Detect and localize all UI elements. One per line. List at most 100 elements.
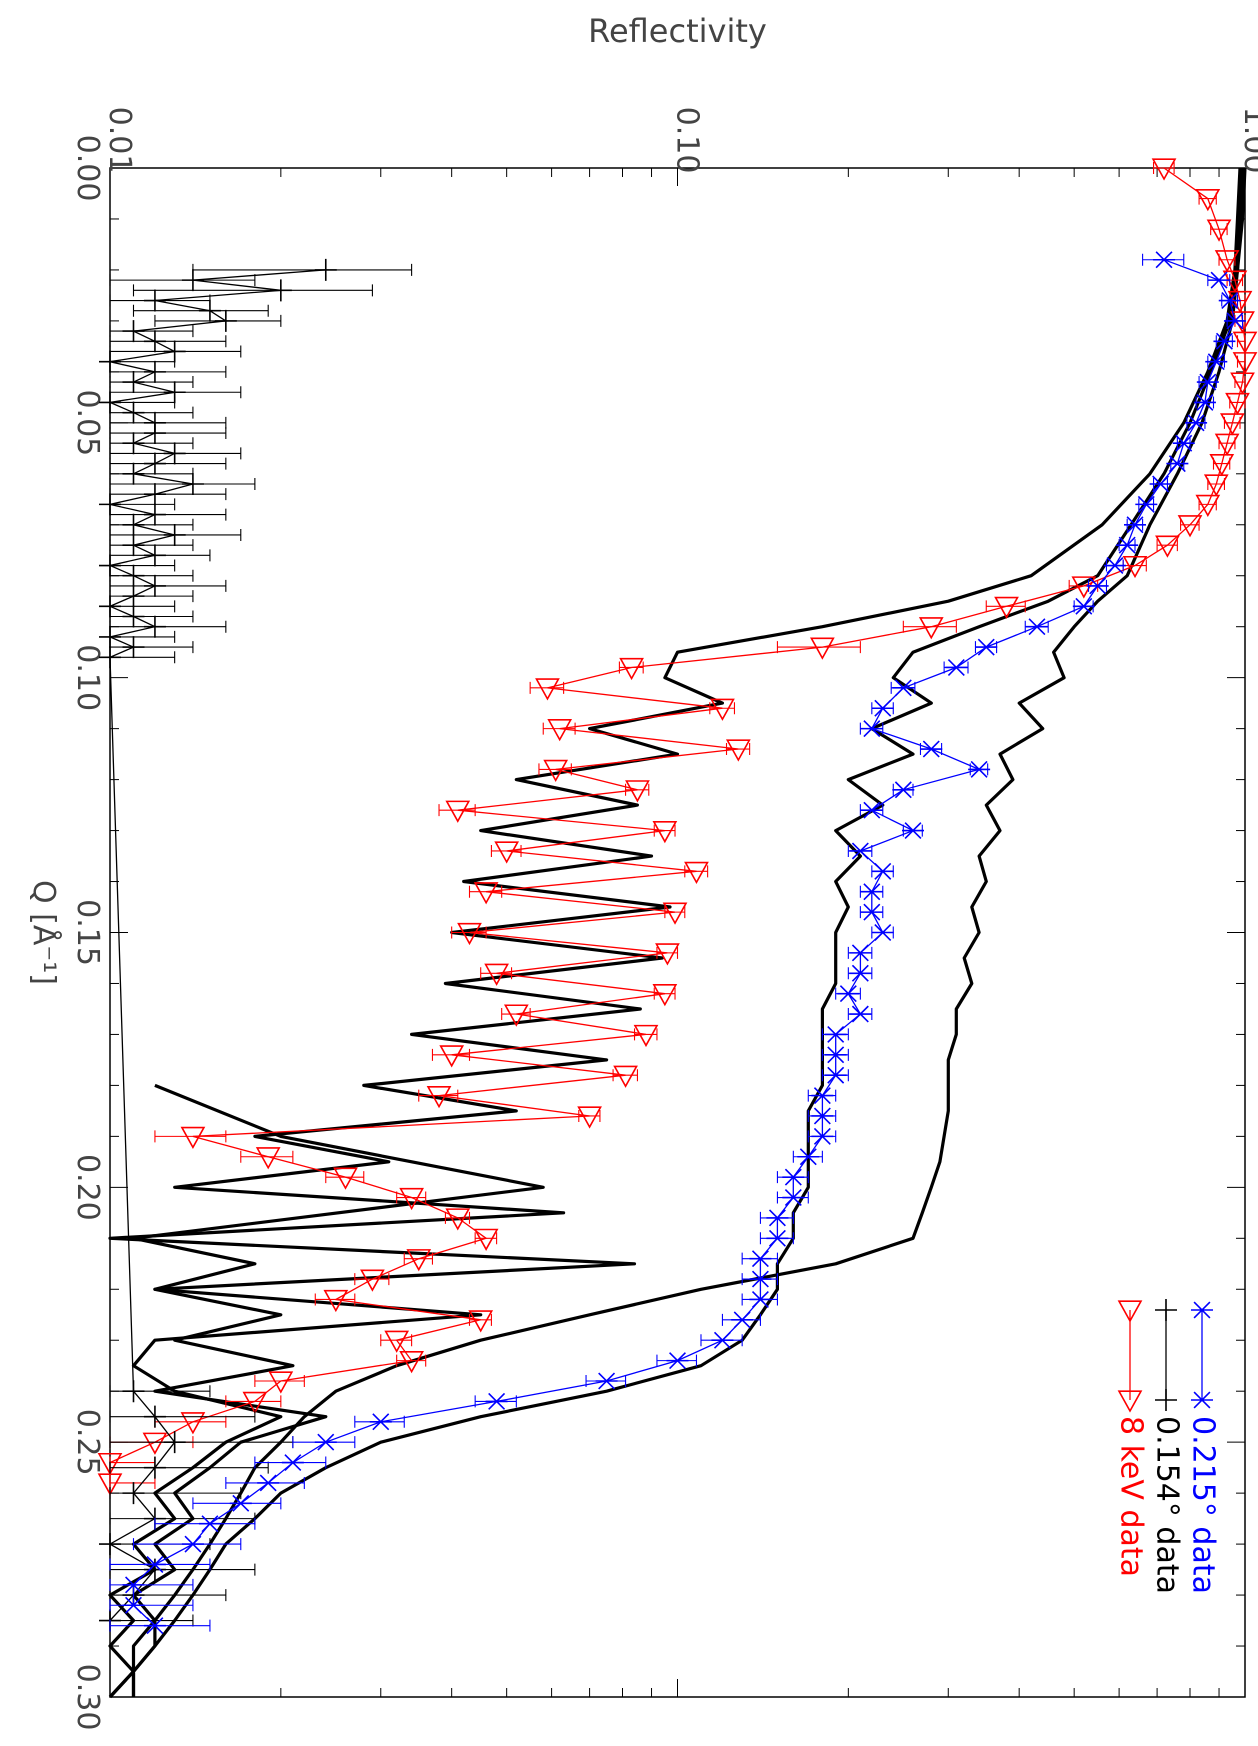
data-point	[1177, 515, 1203, 538]
error-bar	[529, 681, 565, 694]
legend-label: 8 keV data	[1114, 1416, 1149, 1577]
error-bar	[902, 620, 957, 633]
data-point	[577, 1106, 602, 1129]
data-point	[143, 1405, 166, 1428]
data-point	[1213, 332, 1236, 350]
error-bar	[109, 427, 227, 440]
error-bar	[444, 1211, 471, 1224]
data-point	[99, 646, 121, 669]
data-point	[122, 432, 145, 455]
data-point	[749, 1290, 772, 1308]
data-point	[1155, 535, 1180, 558]
data-point	[99, 1533, 121, 1556]
data-point	[1206, 219, 1232, 242]
legend-label: 0.215° data	[1186, 1416, 1221, 1594]
data-point	[595, 1372, 618, 1390]
data-point	[163, 442, 186, 465]
data-point	[652, 820, 678, 844]
data-point	[485, 1392, 508, 1410]
refl-tick-label: 1.00	[1237, 107, 1258, 174]
data-point	[1223, 312, 1246, 330]
data-point	[1227, 290, 1253, 314]
data-point	[122, 1576, 145, 1594]
data-point	[1205, 353, 1228, 371]
data-point	[1166, 455, 1189, 473]
data-point	[242, 1391, 268, 1415]
data-point	[180, 1126, 206, 1150]
data-point	[384, 1330, 410, 1353]
data-point	[163, 1431, 186, 1454]
data-point	[143, 289, 166, 312]
data-point	[143, 544, 166, 567]
data-point	[198, 1515, 221, 1533]
data-point	[725, 739, 751, 762]
data-point	[1232, 331, 1258, 354]
data-point	[860, 720, 883, 738]
data-point	[198, 299, 221, 322]
model-curve-1	[131, 167, 1245, 1697]
x-axis-title: Q [Å⁻¹]	[26, 880, 62, 985]
data-point	[1193, 393, 1216, 411]
data-point	[901, 822, 924, 840]
data-point	[766, 1229, 789, 1247]
data-point	[655, 943, 680, 966]
data-point	[229, 1494, 252, 1512]
error-bar	[451, 926, 487, 939]
data-point	[143, 452, 166, 475]
data-point	[122, 371, 145, 394]
data-point	[281, 1454, 304, 1472]
error-bar	[985, 600, 1026, 613]
data-point	[849, 842, 872, 860]
data-point	[122, 401, 145, 424]
data-point	[122, 1380, 145, 1403]
data-point	[731, 1311, 754, 1329]
data-point	[269, 279, 292, 302]
data-point	[1151, 158, 1177, 181]
data-point	[163, 523, 186, 546]
legend-marker	[1191, 1301, 1213, 1319]
error-bar	[240, 1150, 294, 1163]
q-tick-label: 0.00	[70, 135, 105, 202]
data-point	[1209, 454, 1235, 477]
error-bar	[776, 641, 861, 654]
data-point	[968, 760, 991, 778]
data-point	[360, 1269, 385, 1292]
error-bar	[380, 1334, 413, 1347]
data-point	[255, 1147, 281, 1170]
data-point	[811, 1127, 834, 1145]
error-bar	[109, 365, 227, 378]
data-point	[849, 944, 872, 962]
data-point	[1103, 557, 1126, 575]
data-point	[766, 1209, 789, 1227]
error-bar	[633, 1028, 658, 1041]
data-point	[1149, 475, 1172, 493]
q-tick-label: 0.30	[70, 1664, 105, 1731]
data-point	[439, 1045, 465, 1068]
data-point	[1219, 413, 1245, 436]
error-bar	[618, 661, 644, 674]
error-bar	[501, 1008, 531, 1021]
data-point	[445, 1208, 471, 1231]
data-point	[1185, 414, 1208, 432]
data-point	[143, 503, 166, 526]
data-point	[143, 483, 166, 506]
error-bar	[109, 579, 227, 592]
data-point	[1225, 392, 1250, 416]
data-point	[122, 564, 145, 587]
data-point	[1071, 576, 1097, 599]
data-point	[473, 882, 499, 905]
legend-marker	[1191, 1391, 1213, 1409]
data-point	[122, 513, 145, 536]
q-tick-label: 0.25	[70, 1409, 105, 1476]
y-axis-title: Reflectivity	[588, 12, 767, 50]
data-point	[975, 638, 998, 656]
error-bar	[254, 1375, 305, 1388]
error-bar	[480, 967, 513, 980]
legend-marker	[1117, 1390, 1143, 1413]
data-point	[1195, 188, 1221, 212]
error-bar	[109, 335, 227, 348]
error-bar	[725, 743, 751, 756]
data-point	[399, 1351, 424, 1374]
error-bar	[109, 508, 227, 521]
